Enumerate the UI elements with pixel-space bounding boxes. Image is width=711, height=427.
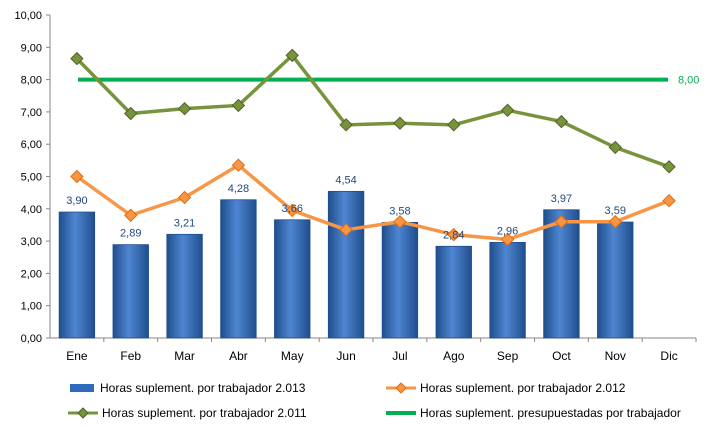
bar [381, 221, 419, 339]
legend-line-swatch [386, 382, 416, 394]
line-marker [124, 106, 138, 121]
data-labels: 3,90 2,89 3,21 4,28 3,66 4,54 3,58 2,84 2,96 3,97… [66, 75, 699, 242]
line-marker [124, 208, 138, 222]
line-marker [177, 101, 192, 116]
y-tick-label: 3,00 [21, 236, 42, 248]
legend-bar-swatch [70, 384, 94, 392]
bar [220, 199, 257, 339]
bar [58, 211, 96, 339]
line-marker [285, 48, 299, 63]
bar-data-label: 2,89 [120, 228, 141, 240]
line-marker [500, 103, 515, 117]
bar [112, 244, 149, 339]
line-marker [554, 215, 569, 229]
bar-data-label: 3,58 [389, 205, 410, 217]
x-tick-label: Ago [443, 349, 465, 363]
x-tick-label: Oct [552, 349, 571, 363]
line-marker [70, 51, 84, 66]
x-tick-label: Jun [336, 349, 355, 363]
series-line [75, 163, 670, 242]
x-tick-label: Feb [120, 349, 141, 363]
x-tick-label: Abr [229, 349, 248, 363]
bar-data-label: 3,21 [174, 217, 195, 229]
bar-data-label: 3,66 [282, 203, 303, 215]
y-tick-label: 10,00 [14, 10, 42, 22]
bars [58, 190, 634, 339]
line-marker [608, 215, 622, 229]
x-tick-label: Sep [497, 349, 519, 363]
line-marker [554, 114, 569, 129]
y-tick-label: 6,00 [21, 139, 42, 151]
legend-line-swatch [386, 411, 416, 415]
y-tick-label: 1,00 [21, 301, 42, 313]
x-tick-label: Dic [660, 349, 677, 363]
legend-label-2012: Horas suplement. por trabajador 2.012 [420, 381, 626, 395]
axes: 0,00 1,00 2,00 3,00 4,00 5,00 6,00 7,00 8,00 9,00… [14, 10, 697, 363]
y-tick-label: 5,00 [21, 172, 42, 184]
line-marker [177, 190, 192, 205]
bar-data-label: 3,59 [605, 205, 626, 217]
series-line [75, 53, 670, 169]
line-marker [393, 116, 407, 130]
y-tick-label: 2,00 [21, 268, 42, 280]
x-tick-label: May [281, 349, 304, 363]
legend-item-presupuestadas: Horas suplement. presupuestadas por trab… [386, 406, 681, 420]
legend-item-2013: Horas suplement. por trabajador 2.013 [68, 381, 305, 395]
line-marker [447, 118, 461, 132]
x-tick-label: Jul [392, 349, 407, 363]
legend-label-presupuestadas: Horas suplement. presupuestadas por trab… [420, 406, 681, 420]
bar-data-label: 2,96 [497, 225, 518, 237]
line-marker [285, 203, 299, 218]
target-line-label: 8,00 [678, 75, 699, 87]
bar [274, 219, 311, 339]
bar [327, 190, 365, 339]
x-tick-label: Nov [605, 349, 626, 363]
line-marker [231, 158, 246, 172]
y-tick-label: 0,00 [21, 333, 42, 345]
bar-data-label: 2,84 [443, 229, 464, 241]
line-marker [231, 98, 246, 113]
line-marker [393, 215, 407, 229]
line-marker [339, 118, 353, 132]
legend-label-2011: Horas suplement. por trabajador 2.011 [102, 406, 307, 420]
lines [70, 48, 676, 247]
y-tick-label: 8,00 [21, 75, 42, 87]
x-tick-label: Ene [66, 349, 88, 363]
y-tick-label: 7,00 [21, 107, 42, 119]
line-marker [662, 160, 676, 174]
line-marker [500, 232, 515, 247]
bar [597, 221, 634, 339]
bar [435, 245, 472, 339]
line-marker [608, 140, 622, 155]
bar-data-label: 4,28 [228, 183, 249, 195]
bar-data-label: 3,90 [66, 195, 87, 207]
line-marker [339, 223, 353, 237]
line-marker [70, 169, 84, 184]
y-tick-label: 9,00 [21, 42, 42, 54]
bar [166, 233, 203, 339]
bar [489, 241, 526, 339]
line-marker [662, 194, 676, 208]
legend-item-2011: Horas suplement. por trabajador 2.011 [68, 406, 307, 420]
line-marker [447, 227, 461, 242]
bar-data-label: 3,97 [551, 193, 572, 205]
bar-data-label: 4,54 [335, 174, 356, 186]
legend-item-2012: Horas suplement. por trabajador 2.012 [386, 381, 625, 395]
bar [543, 209, 580, 339]
x-tick-label: Mar [174, 349, 195, 363]
y-tick-label: 4,00 [21, 204, 42, 216]
legend-line-swatch [68, 407, 98, 419]
legend-label-2013: Horas suplement. por trabajador 2.013 [100, 381, 306, 395]
